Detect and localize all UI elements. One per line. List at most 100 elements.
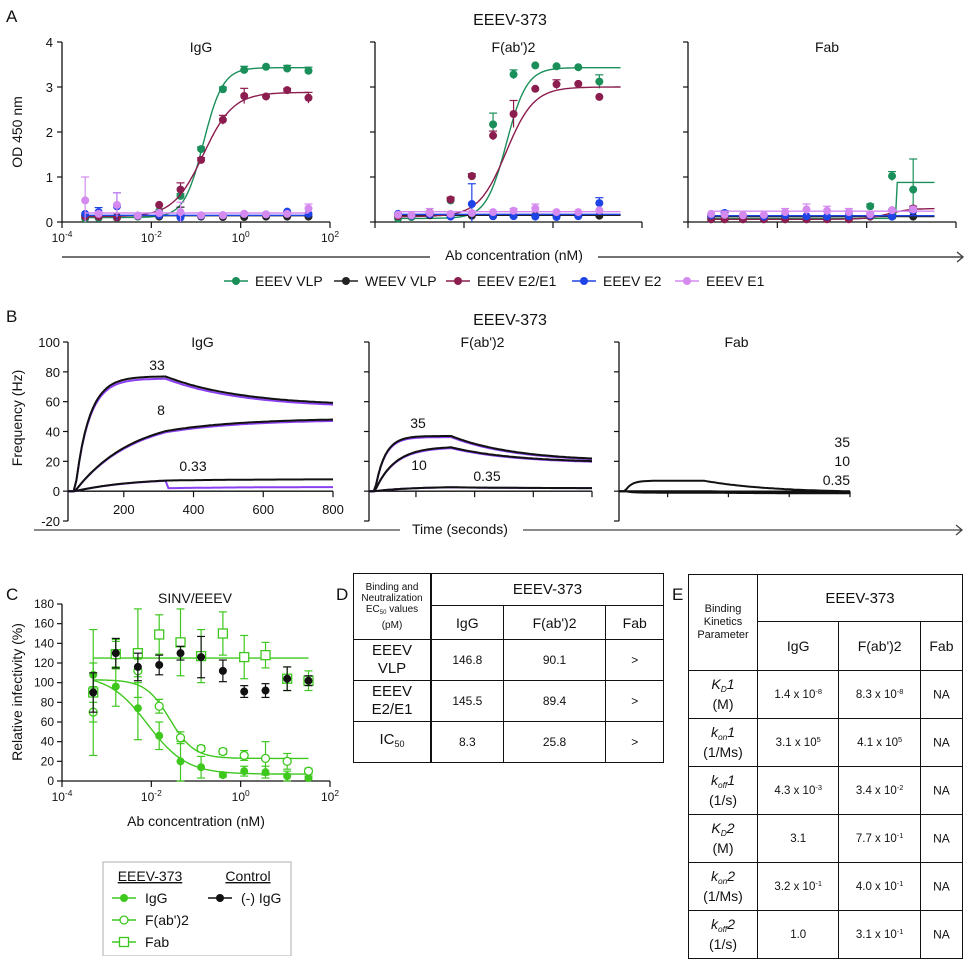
data-point: [303, 766, 314, 776]
panel-b-subplot-0: -20 0 20 40 60 80 100 200 400 600 800 IgG 33 8 0.33: [38, 334, 344, 529]
x-tick-label: 100: [232, 229, 250, 245]
legend-label: IgG: [145, 890, 168, 906]
series-igg: [89, 662, 313, 783]
fit-curve: [398, 86, 621, 218]
table-row: koff2 (1/s) 1.0 3.1 x 10-1 NA: [688, 910, 964, 959]
data-point: [218, 666, 227, 675]
cell: NA: [919, 766, 964, 815]
data-point: [888, 206, 897, 215]
data-point: [759, 210, 768, 219]
data-point: [283, 209, 292, 218]
y-tick-label: 60: [46, 395, 60, 410]
data-point: [218, 746, 228, 757]
table-d-header-label: Binding and Neutralization EC50 values (…: [353, 573, 432, 640]
x-tick-label: 10-4: [52, 229, 73, 245]
data-point: [81, 196, 90, 205]
panel-c-title: SINV/EEEV: [158, 590, 233, 606]
cell: NA: [919, 862, 964, 911]
data-point: [304, 676, 313, 685]
sensorgram-8: [68, 418, 334, 493]
data-point: [304, 774, 313, 783]
data-point: [595, 206, 604, 215]
legend-item: EEEV VLP: [224, 273, 323, 289]
table-e-col-fab2: F(ab')2: [838, 621, 921, 671]
data-point: [552, 80, 561, 89]
legend-marker-icon: [342, 277, 350, 285]
y-tick-label: 100: [38, 335, 60, 350]
cell: 3.4 x 10-2: [838, 766, 921, 815]
legend-marker-icon: [683, 277, 691, 285]
data-point: [262, 210, 271, 219]
data-point: [239, 750, 249, 761]
arrow-head-icon: [956, 251, 965, 263]
y-tick-label: 20: [41, 754, 55, 768]
legend-marker-icon: [119, 915, 129, 925]
data-point: [239, 651, 250, 663]
x-tick-label: 600: [252, 502, 274, 517]
y-tick-label: 0: [46, 215, 53, 230]
data-point: [802, 212, 811, 221]
cell: 8.3: [430, 721, 504, 763]
fit-curve: [711, 181, 935, 220]
subplot-title: IgG: [191, 334, 214, 350]
data-point: [155, 200, 164, 209]
table-d-col-fab: Fab: [605, 605, 664, 640]
measured-curve: [68, 375, 334, 493]
data-point: [176, 649, 185, 658]
data-point: [261, 686, 270, 695]
y-tick-label: 100: [34, 676, 54, 690]
legend-item: F(ab')2: [112, 912, 189, 928]
panel-b-title: EEEV-373: [473, 312, 547, 329]
subplot-title: Fab: [724, 334, 748, 350]
panel-a-subplot-2: Fab: [683, 39, 957, 228]
data-point: [509, 206, 518, 215]
table-row: KD1 (M) 1.4 x 10-8 8.3 x 10-8 NA: [688, 670, 964, 719]
panel-c-xlabel: Ab concentration (nM): [127, 813, 265, 829]
y-tick-label: 2: [46, 125, 53, 140]
series-eeev-vlp: [394, 61, 621, 223]
data-point: [909, 212, 918, 221]
data-point: [866, 202, 875, 211]
data-point: [111, 682, 120, 691]
cell: 4.1 x 105: [838, 718, 921, 767]
data-point: [240, 92, 249, 100]
cell: 4.0 x 10-1: [838, 862, 921, 911]
curve-label: 8: [157, 402, 165, 418]
y-tick-label: 140: [34, 636, 54, 650]
panel-a-legend: EEEV VLP WEEV VLP EEEV E2/E1 EEEV E2 EEEV E1: [224, 273, 765, 289]
data-point: [283, 772, 292, 781]
row-label: koff2 (1/s): [688, 910, 758, 959]
legend-item: EEEV E2: [572, 273, 662, 289]
table-row: EEEV VLP 146.8 90.1 >: [353, 639, 664, 681]
table-row: kon1 (1/Ms) 3.1 x 105 4.1 x 105 NA: [688, 718, 964, 767]
row-label: EEEV VLP: [353, 639, 432, 681]
cell: 1.0: [756, 910, 840, 959]
data-point: [197, 211, 206, 220]
table-e-kinetics: Binding Kinetics Parameter EEEV-373 IgG …: [688, 574, 964, 959]
data-point: [218, 771, 227, 780]
cell: 90.1: [502, 639, 607, 681]
panel-a-xlabel: Ab concentration (nM): [445, 247, 583, 263]
cell: 146.8: [430, 639, 504, 681]
subplot-title: F(ab')2: [461, 334, 505, 350]
cell: 8.3 x 10-8: [838, 670, 921, 719]
data-point: [738, 211, 747, 220]
data-point: [489, 120, 498, 129]
curve-label: 35: [834, 434, 850, 450]
y-tick-label: 60: [41, 715, 55, 729]
x-tick-label: 100: [232, 788, 250, 804]
data-point: [595, 92, 604, 101]
cell: 4.3 x 10-3: [756, 766, 840, 815]
data-point: [155, 731, 164, 740]
fit-curve: [68, 377, 334, 493]
measured-curve: [619, 479, 850, 493]
y-tick-label: 3: [46, 80, 53, 95]
panel-b-subplot-1: F(ab')2 35 10 0.35: [364, 334, 593, 522]
data-point: [595, 199, 604, 208]
curve-label: 33: [149, 357, 165, 373]
data-point: [888, 212, 897, 221]
cell: >: [605, 721, 664, 763]
cell: 89.4: [502, 680, 607, 722]
x-tick-label: 10-2: [141, 788, 162, 804]
data-point: [240, 767, 249, 776]
